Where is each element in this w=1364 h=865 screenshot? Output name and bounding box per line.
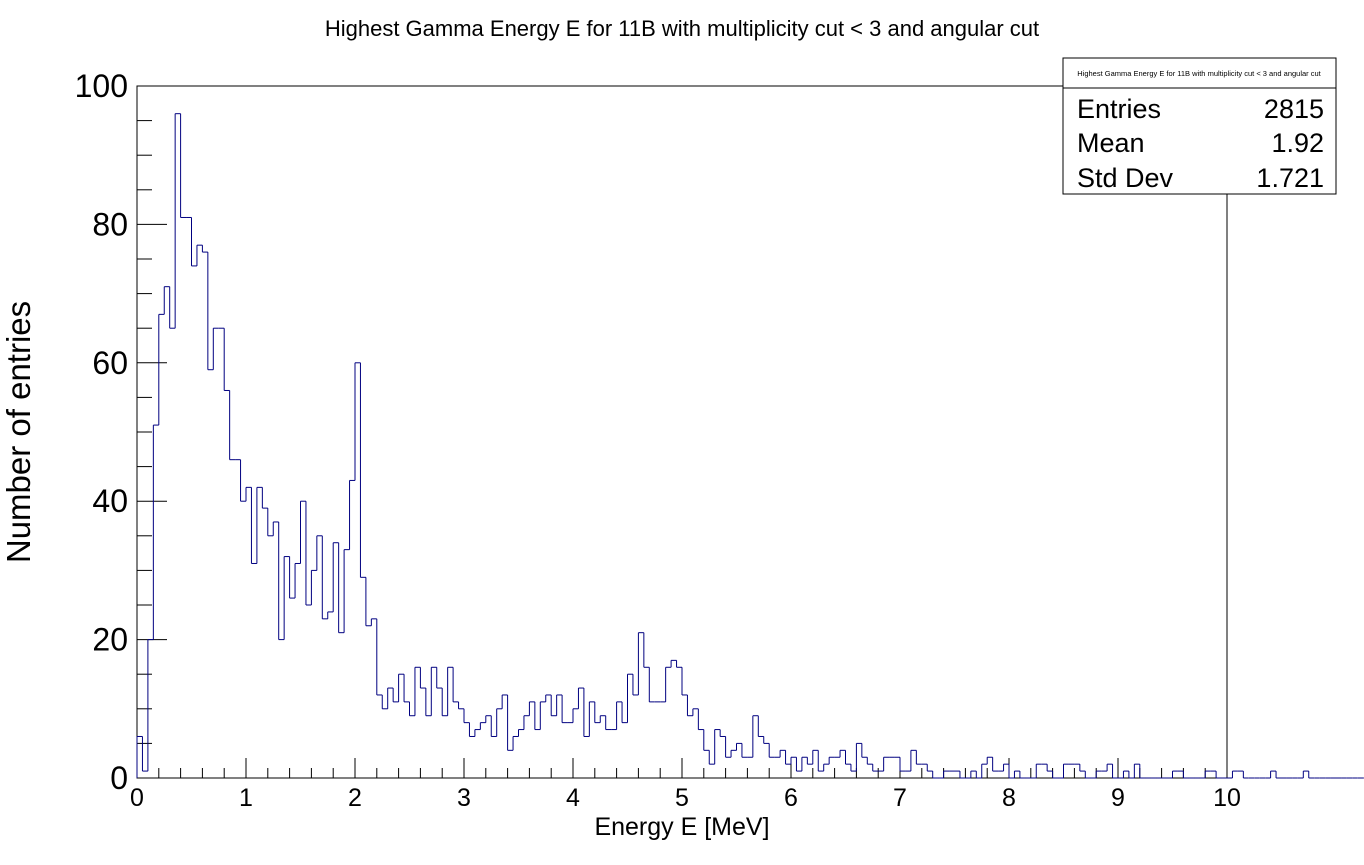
stats-label-entries: Entries [1077,94,1161,124]
y-axis-label: Number of entries [0,301,37,563]
stats-value-mean: 1.92 [1271,128,1324,158]
x-tick-label: 8 [1002,784,1016,812]
stats-label-mean: Mean [1077,128,1145,158]
y-axis: 0 20 40 60 80 100 [75,68,167,796]
x-axis-label: Energy E [MeV] [594,813,769,841]
x-tick-label: 2 [348,784,362,812]
x-tick-label: 5 [675,784,689,812]
x-tick-label: 7 [893,784,907,812]
stats-box: Highest Gamma Energy E for 11B with mult… [1062,57,1337,195]
x-tick-label: 4 [566,784,580,812]
y-tick-label: 60 [92,345,128,381]
x-tick-label: 9 [1111,784,1125,812]
y-tick-label: 0 [110,760,128,796]
x-tick-label: 0 [130,784,144,812]
y-tick-label: 20 [92,622,128,658]
x-tick-label: 3 [457,784,471,812]
y-tick-label: 40 [92,483,128,519]
x-tick-label: 6 [784,784,798,812]
chart-title: Highest Gamma Energy E for 11B with mult… [325,16,1039,41]
x-tick-label: 1 [239,784,253,812]
x-tick-label: 10 [1213,784,1241,812]
stats-value-stddev: 1.721 [1256,163,1324,193]
stats-box-title: Highest Gamma Energy E for 11B with mult… [1077,69,1321,78]
y-tick-label: 100 [75,68,128,104]
y-tick-label: 80 [92,206,128,242]
histogram-series [136,113,1364,779]
stats-label-stddev: Std Dev [1077,163,1174,193]
stats-value-entries: 2815 [1264,94,1324,124]
x-axis: 0 1 2 3 4 5 6 7 8 9 10 [130,758,1241,812]
